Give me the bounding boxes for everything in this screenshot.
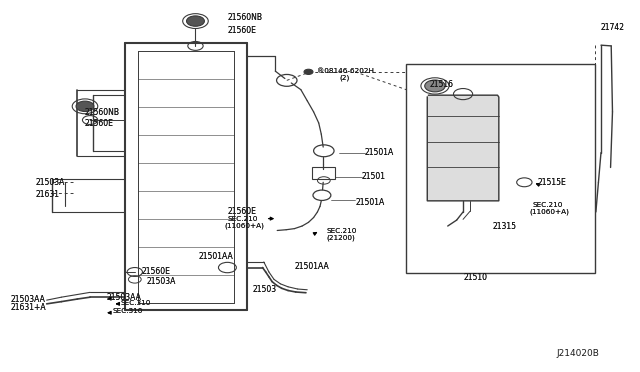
Text: SEC.210: SEC.210 — [227, 216, 258, 222]
Text: 21742: 21742 — [601, 23, 625, 32]
Text: SEC.210: SEC.210 — [227, 216, 258, 222]
Text: 21503A: 21503A — [36, 178, 65, 187]
Text: 21501AA: 21501AA — [198, 252, 234, 261]
Text: 21742: 21742 — [601, 23, 625, 32]
Text: 21560NB: 21560NB — [85, 108, 120, 117]
Text: 21503: 21503 — [253, 285, 277, 294]
Text: 21503AA: 21503AA — [10, 295, 45, 304]
Text: 21503AA: 21503AA — [106, 294, 141, 302]
Text: 21501: 21501 — [362, 172, 385, 181]
Text: 21560E: 21560E — [141, 267, 170, 276]
Text: SEC.310: SEC.310 — [113, 308, 143, 314]
Text: 21503A: 21503A — [36, 178, 65, 187]
Text: 21501AA: 21501AA — [294, 262, 329, 271]
Text: 21315: 21315 — [492, 222, 516, 231]
Text: SEC.310: SEC.310 — [113, 308, 143, 314]
Text: SEC.310: SEC.310 — [121, 300, 151, 306]
Text: 21503AA: 21503AA — [10, 295, 45, 304]
Text: (21200): (21200) — [326, 235, 355, 241]
Bar — [406, 64, 595, 273]
Text: 21501: 21501 — [362, 172, 385, 181]
Text: 21501A: 21501A — [365, 148, 394, 157]
Text: 21560E: 21560E — [227, 208, 256, 217]
Text: 21503A: 21503A — [147, 277, 175, 286]
Text: 21560E: 21560E — [141, 267, 170, 276]
Text: (2): (2) — [339, 74, 349, 81]
Text: (11060+A): (11060+A) — [529, 209, 570, 215]
Text: 21560NB: 21560NB — [227, 13, 262, 22]
Text: 21501A: 21501A — [355, 198, 385, 207]
Circle shape — [76, 101, 94, 112]
Polygon shape — [428, 95, 499, 201]
Text: ®08146-6202H: ®08146-6202H — [317, 68, 374, 74]
Text: 21516: 21516 — [430, 80, 454, 89]
Text: 21510: 21510 — [464, 273, 488, 282]
Text: (21200): (21200) — [326, 235, 355, 241]
Text: 21560E: 21560E — [227, 26, 256, 35]
Text: 21501AA: 21501AA — [294, 262, 329, 271]
Text: (11060+A): (11060+A) — [529, 209, 570, 215]
Text: 21501A: 21501A — [365, 148, 394, 157]
Text: 21515E: 21515E — [537, 178, 566, 187]
Text: SEC.210: SEC.210 — [532, 202, 563, 208]
Text: 21501A: 21501A — [355, 198, 385, 207]
Text: SEC.310: SEC.310 — [121, 300, 151, 306]
Text: (2): (2) — [339, 74, 349, 81]
Text: 21560E: 21560E — [85, 119, 114, 128]
Circle shape — [425, 80, 445, 92]
Bar — [312, 167, 335, 179]
Circle shape — [186, 16, 204, 26]
Text: SEC.210: SEC.210 — [532, 202, 563, 208]
Text: 21631: 21631 — [36, 190, 60, 199]
Text: J214020B: J214020B — [556, 349, 599, 358]
Text: (11060+A): (11060+A) — [224, 222, 264, 228]
Text: 21503AA: 21503AA — [106, 294, 141, 302]
Text: 21560E: 21560E — [227, 26, 256, 35]
Text: 21560NB: 21560NB — [227, 13, 262, 22]
Text: SEC.210: SEC.210 — [326, 228, 356, 234]
Text: 21560E: 21560E — [227, 208, 256, 217]
Text: (11060+A): (11060+A) — [224, 222, 264, 228]
Text: 21560E: 21560E — [85, 119, 114, 128]
Text: 21501AA: 21501AA — [198, 252, 234, 261]
Text: 21560NB: 21560NB — [85, 108, 120, 117]
Text: ®08146-6202H: ®08146-6202H — [317, 68, 374, 74]
Text: 21515E: 21515E — [537, 178, 566, 187]
Text: 21510: 21510 — [464, 273, 488, 282]
Text: 21503A: 21503A — [147, 277, 175, 286]
Text: 21631+A: 21631+A — [10, 303, 46, 312]
Text: 21631+A: 21631+A — [10, 303, 46, 312]
Text: SEC.210: SEC.210 — [326, 228, 356, 234]
Text: 21516: 21516 — [430, 80, 454, 89]
Circle shape — [304, 69, 313, 74]
Text: 21315: 21315 — [492, 222, 516, 231]
Text: 21503: 21503 — [253, 285, 277, 294]
Text: 21631: 21631 — [36, 190, 60, 199]
